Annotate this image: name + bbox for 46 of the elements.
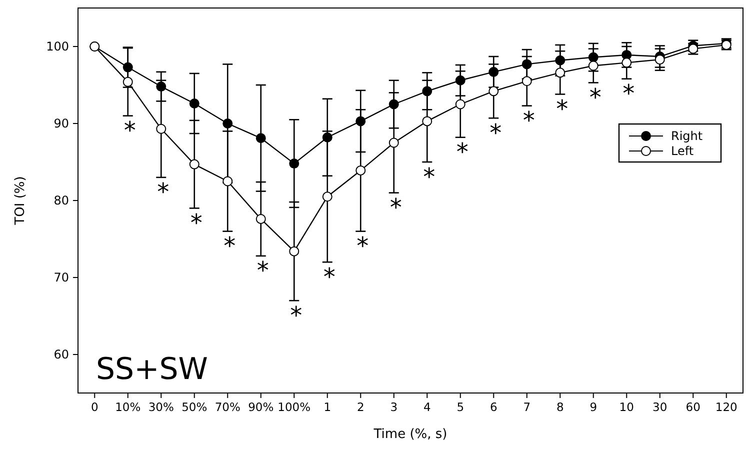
annotation: * xyxy=(490,118,502,147)
x-tick-label: 120 xyxy=(715,400,738,414)
x-tick-label: 30% xyxy=(148,400,174,414)
legend-label: Left xyxy=(671,144,694,158)
annotation: * xyxy=(390,194,402,222)
y-tick-label: 90 xyxy=(54,116,69,131)
annotation: * xyxy=(423,162,436,191)
annotation: * xyxy=(456,138,468,166)
annotation: * xyxy=(522,106,535,135)
annotation: * xyxy=(356,232,369,260)
annotation: * xyxy=(190,209,202,237)
x-tick-label: 100% xyxy=(278,400,311,414)
x-tick-label: 0 xyxy=(90,400,98,414)
x-tick-label: 2 xyxy=(356,400,364,414)
x-tick-label: 10% xyxy=(115,400,141,414)
legend-label: Right xyxy=(671,129,703,144)
y-tick-label: 100 xyxy=(46,40,69,54)
annotation: * xyxy=(256,256,269,285)
x-tick-label: 10 xyxy=(619,400,634,414)
x-tick-label: 60 xyxy=(686,400,700,414)
x-tick-label: 30 xyxy=(652,400,668,414)
y-tick-label: 70 xyxy=(54,270,69,285)
annotation: * xyxy=(556,95,568,124)
x-tick-label: 1 xyxy=(324,400,332,414)
y-tick-label: 80 xyxy=(54,194,69,208)
annotation: * xyxy=(290,301,302,330)
annotation: * xyxy=(124,116,136,145)
x-tick-label: 6 xyxy=(490,400,498,414)
x-axis-title: Time (%, s) xyxy=(372,427,448,442)
annotation: * xyxy=(622,80,635,108)
x-tick-label: 8 xyxy=(556,400,564,414)
y-tick-label: 60 xyxy=(54,348,69,362)
x-tick-label: 50% xyxy=(182,400,208,414)
x-tick-label: 70% xyxy=(214,400,240,414)
annotation: * xyxy=(589,83,602,112)
y-axis-title: TOI (%) xyxy=(13,176,28,226)
x-tick-label: 3 xyxy=(390,400,398,414)
x-tick-label: 4 xyxy=(423,400,431,414)
annotation: * xyxy=(157,178,170,206)
x-tick-label: 90% xyxy=(248,400,274,414)
annotation: SS+SW xyxy=(96,352,208,387)
x-tick-label: 7 xyxy=(523,400,531,414)
annotation: * xyxy=(323,262,336,291)
x-tick-label: 9 xyxy=(590,400,598,414)
annotation: * xyxy=(224,232,236,260)
x-tick-label: 5 xyxy=(456,400,464,414)
